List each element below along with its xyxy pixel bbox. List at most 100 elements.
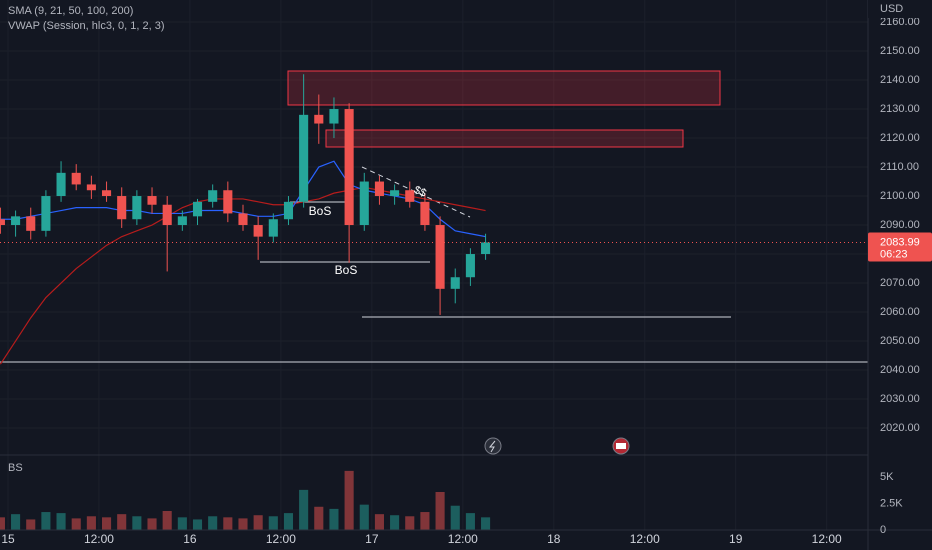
volume-tick-label: 5K	[880, 471, 894, 483]
y-tick-label: 2030.00	[880, 393, 920, 405]
candle-body	[101, 190, 112, 197]
x-tick-label: 12:00	[812, 532, 842, 546]
candle-body	[481, 242, 491, 255]
candle-body	[344, 109, 354, 226]
price-tag-value: 2083.99	[880, 236, 920, 248]
price-tag-countdown: 06:23	[880, 248, 908, 260]
candle-body	[299, 114, 309, 202]
volume-bar	[26, 519, 36, 530]
volume-bar	[162, 510, 172, 530]
candle-body	[329, 109, 339, 124]
currency: USD	[880, 3, 903, 15]
volume-bar	[329, 508, 339, 530]
candle-body	[208, 190, 218, 202]
volume-bar	[405, 516, 415, 530]
volume-bar	[435, 491, 445, 530]
volume-bar	[117, 514, 127, 530]
volume-bar	[11, 514, 21, 530]
x-tick-label: 16	[183, 532, 197, 546]
liquidity-label: $$	[412, 184, 428, 200]
candle-body	[41, 196, 51, 231]
candle-body	[192, 201, 203, 217]
volume-bar	[283, 513, 294, 530]
indicator-line	[0, 186, 486, 365]
candle-body	[314, 114, 324, 124]
volume-bar	[56, 513, 66, 530]
volume-bar	[86, 516, 96, 530]
volume-bar	[450, 505, 460, 530]
price-tag	[868, 232, 932, 262]
event-icon[interactable]	[612, 437, 630, 455]
x-tick-label: 15	[1, 532, 15, 546]
volume-bar	[41, 512, 51, 530]
candle-body	[374, 181, 384, 197]
currency-bg	[868, 0, 932, 18]
volume-tick-label: 0	[880, 524, 886, 536]
x-tick-label: 12:00	[630, 532, 660, 546]
candle-body	[26, 216, 36, 231]
candle-body	[132, 196, 142, 220]
volume-bar	[314, 506, 324, 530]
candle-body	[465, 254, 475, 278]
trend-line	[361, 166, 471, 218]
y-tick-label: 2050.00	[880, 335, 920, 347]
candle-body	[435, 225, 445, 289]
indicator-label: SMA (9, 21, 50, 100, 200)	[8, 5, 133, 17]
x-tick-label: 12:00	[84, 532, 114, 546]
event-icon[interactable]	[484, 437, 502, 455]
supply-zone	[287, 70, 721, 106]
volume-bar	[208, 516, 218, 530]
volume-bar	[253, 515, 263, 530]
volume-tick-label: 2.5K	[880, 498, 903, 510]
candle-body	[177, 216, 187, 226]
y-tick-label: 2110.00	[880, 161, 919, 173]
candle-body	[162, 204, 172, 226]
x-tick-label: 12:00	[266, 532, 296, 546]
volume-bar	[374, 514, 384, 530]
volume-bar	[147, 518, 157, 530]
volume-bar	[359, 504, 369, 530]
volume-bar	[420, 512, 430, 530]
candle-body	[86, 184, 96, 191]
volume-bar	[132, 516, 142, 530]
bos-label: BoS	[335, 263, 358, 277]
volume-bar	[268, 516, 278, 530]
candle-body	[11, 216, 21, 226]
y-tick-label: 2140.00	[880, 74, 920, 86]
volume-bar	[71, 518, 81, 530]
volume-bar	[465, 513, 475, 530]
y-tick-label: 2060.00	[880, 306, 920, 318]
x-tick-label: 18	[547, 532, 561, 546]
volume-bar	[344, 470, 354, 530]
candle-body	[405, 190, 415, 202]
volume-bar	[0, 517, 5, 530]
volume-bar	[223, 517, 233, 530]
volume-bar	[390, 515, 400, 530]
candle-body	[0, 219, 5, 226]
candle-body	[390, 190, 400, 197]
volume-bar	[192, 519, 203, 530]
y-tick-label: 2100.00	[880, 190, 920, 202]
y-tick-label: 2040.00	[880, 364, 920, 376]
bos-label: BoS	[309, 204, 332, 218]
x-tick-label: 17	[365, 532, 379, 546]
candle-body	[117, 196, 127, 220]
volume-bar	[481, 517, 491, 530]
y-tick-label: 2070.00	[880, 277, 920, 289]
volume-label: BS	[8, 462, 23, 474]
candle-body	[359, 181, 369, 226]
supply-zone	[325, 129, 684, 148]
y-tick-label: 2130.00	[880, 103, 920, 115]
volume-bar	[177, 517, 187, 530]
candle-body	[223, 190, 233, 214]
candle-body	[450, 277, 460, 289]
candle-body	[147, 196, 157, 205]
y-tick-label: 2020.00	[880, 422, 920, 434]
volume-bar	[101, 517, 112, 530]
candle-body	[283, 201, 294, 220]
volume-bar	[299, 489, 309, 530]
candle-body	[253, 225, 263, 237]
x-tick-label: 19	[729, 532, 743, 546]
candle-body	[420, 201, 430, 226]
